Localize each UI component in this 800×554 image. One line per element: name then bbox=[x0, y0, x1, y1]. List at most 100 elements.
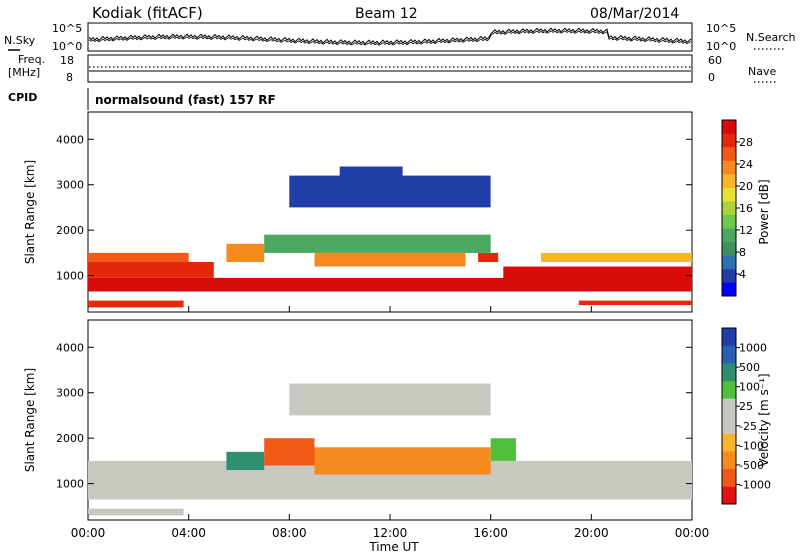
sky-trace-line bbox=[88, 27, 692, 45]
sky-strip-frame bbox=[87, 22, 693, 52]
colorbar-swatch bbox=[722, 451, 736, 470]
colorbar-swatch bbox=[722, 363, 736, 382]
colorbar-swatch bbox=[722, 228, 736, 243]
colorbar-tick-label: -500 bbox=[739, 459, 764, 472]
x-tick-label: 16:00 bbox=[473, 526, 508, 540]
colorbar-swatch bbox=[722, 268, 736, 283]
colorbar-tick-label: 20 bbox=[739, 180, 753, 193]
cpid-value: normalsound (fast) 157 RF bbox=[95, 93, 276, 107]
data-cell bbox=[339, 166, 403, 181]
power-y-ticks: 1000 2000 3000 4000 bbox=[56, 133, 692, 283]
x-tick-label: 08:00 bbox=[272, 526, 307, 540]
colorbar-tick-label: -25 bbox=[739, 420, 757, 433]
data-cell bbox=[314, 447, 491, 475]
freq-tick-low: 8 bbox=[66, 71, 73, 84]
colorbar-tick-label: 16 bbox=[739, 202, 753, 215]
colorbar-tick-label: -100 bbox=[739, 439, 764, 452]
colorbar-swatch bbox=[722, 345, 736, 364]
colorbar-swatch bbox=[722, 241, 736, 256]
search-trace-line bbox=[88, 30, 692, 46]
power-cells bbox=[88, 166, 693, 308]
y-tick-label: 2000 bbox=[56, 432, 84, 445]
colorbar-tick-label: 1000 bbox=[739, 342, 767, 355]
sky-label: N.Sky bbox=[4, 34, 36, 47]
colorbar-swatch bbox=[722, 282, 736, 297]
beam-title: Beam 12 bbox=[355, 6, 418, 22]
colorbar-swatch bbox=[722, 120, 736, 134]
freq-nave-strip: Freq. [MHz] 18 8 60 0 Nave CPID normalso… bbox=[8, 53, 778, 110]
colorbar-swatch bbox=[722, 380, 736, 399]
sky-search-strip: N.Sky 10^5 10^0 10^5 10^0 N.Search bbox=[4, 22, 796, 53]
data-cell bbox=[490, 438, 516, 461]
data-cell bbox=[578, 300, 693, 306]
nave-tick-high: 60 bbox=[708, 54, 722, 67]
nave-label: Nave bbox=[748, 65, 776, 78]
velocity-colorbar-label: Velocity [m s⁻¹] bbox=[757, 373, 771, 466]
time-axis: 00:00 04:00 08:00 12:00 16:00 20:00 00:00 bbox=[71, 306, 710, 540]
colorbar-tick-label: 25 bbox=[739, 400, 753, 413]
y-tick-label: 1000 bbox=[56, 478, 84, 491]
data-cell bbox=[314, 252, 466, 267]
velocity-ylabel: Slant Range [km] bbox=[23, 368, 37, 472]
colorbar-swatch bbox=[722, 328, 736, 346]
sky-tick-high: 10^5 bbox=[52, 22, 82, 35]
colorbar-swatch bbox=[722, 187, 736, 202]
colorbar-swatch bbox=[722, 468, 736, 487]
y-tick-label: 4000 bbox=[56, 133, 84, 146]
colorbar-tick-label: 28 bbox=[739, 136, 753, 149]
power-colorbar-label: Power [dB] bbox=[757, 179, 771, 244]
y-tick-label: 3000 bbox=[56, 387, 84, 400]
colorbar-tick-label: 100 bbox=[739, 381, 760, 394]
x-tick-label: 12:00 bbox=[373, 526, 408, 540]
x-tick-label: 20:00 bbox=[574, 526, 609, 540]
velocity-cells bbox=[88, 383, 692, 516]
colorbar-swatch bbox=[722, 486, 736, 505]
date-title: 08/Mar/2014 bbox=[590, 6, 679, 22]
freq-label: Freq. bbox=[18, 53, 45, 66]
sky-tick-low: 10^0 bbox=[52, 40, 82, 53]
search-tick-high: 10^5 bbox=[706, 22, 736, 35]
y-tick-label: 4000 bbox=[56, 341, 84, 354]
colorbar-tick-label: -1000 bbox=[739, 478, 771, 491]
colorbar-swatch bbox=[722, 214, 736, 229]
x-tick-label: 04:00 bbox=[171, 526, 206, 540]
data-cell bbox=[88, 508, 184, 516]
colorbar-tick-label: 24 bbox=[739, 158, 753, 171]
data-cell bbox=[541, 252, 692, 262]
y-tick-label: 3000 bbox=[56, 179, 84, 192]
data-cell bbox=[264, 438, 315, 466]
station-title: Kodiak (fitACF) bbox=[92, 4, 203, 22]
freq-tick-high: 18 bbox=[60, 54, 74, 67]
colorbar-swatch bbox=[722, 147, 736, 161]
search-label: N.Search bbox=[746, 31, 796, 44]
time-axis-label: Time UT bbox=[368, 540, 419, 554]
power-ylabel: Slant Range [km] bbox=[23, 160, 37, 264]
velocity-y-ticks: 1000 2000 3000 4000 bbox=[56, 341, 692, 491]
nave-tick-low: 0 bbox=[708, 71, 715, 84]
colorbar-swatch bbox=[722, 416, 736, 434]
data-cell bbox=[88, 300, 184, 308]
data-cell bbox=[478, 252, 499, 262]
data-cell bbox=[289, 175, 491, 208]
colorbar-swatch bbox=[722, 201, 736, 215]
colorbar-frame bbox=[721, 327, 737, 505]
velocity-colorbar: 1000 500 100 25 -25 -100 -500 -1000 bbox=[721, 327, 771, 505]
power-colorbar: 28 24 20 16 12 8 4 bbox=[721, 119, 753, 297]
freq-strip-frame bbox=[87, 54, 693, 83]
data-cell bbox=[226, 451, 265, 470]
colorbar-swatch bbox=[722, 398, 736, 417]
colorbar-swatch bbox=[722, 255, 736, 270]
x-tick-label: 00:00 bbox=[71, 526, 106, 540]
colorbar-tick-label: 500 bbox=[739, 361, 760, 374]
x-tick-label: 00:00 bbox=[675, 526, 710, 540]
data-cell bbox=[226, 243, 265, 262]
data-cell bbox=[88, 262, 214, 278]
colorbar-swatch bbox=[722, 133, 736, 148]
data-cell bbox=[88, 252, 189, 262]
y-tick-label: 2000 bbox=[56, 224, 84, 237]
cpid-label: CPID bbox=[8, 91, 37, 104]
colorbar-swatch bbox=[722, 433, 736, 452]
colorbar-tick-label: 4 bbox=[739, 268, 746, 281]
colorbar-swatch bbox=[722, 174, 736, 188]
colorbar-swatch bbox=[722, 160, 736, 175]
